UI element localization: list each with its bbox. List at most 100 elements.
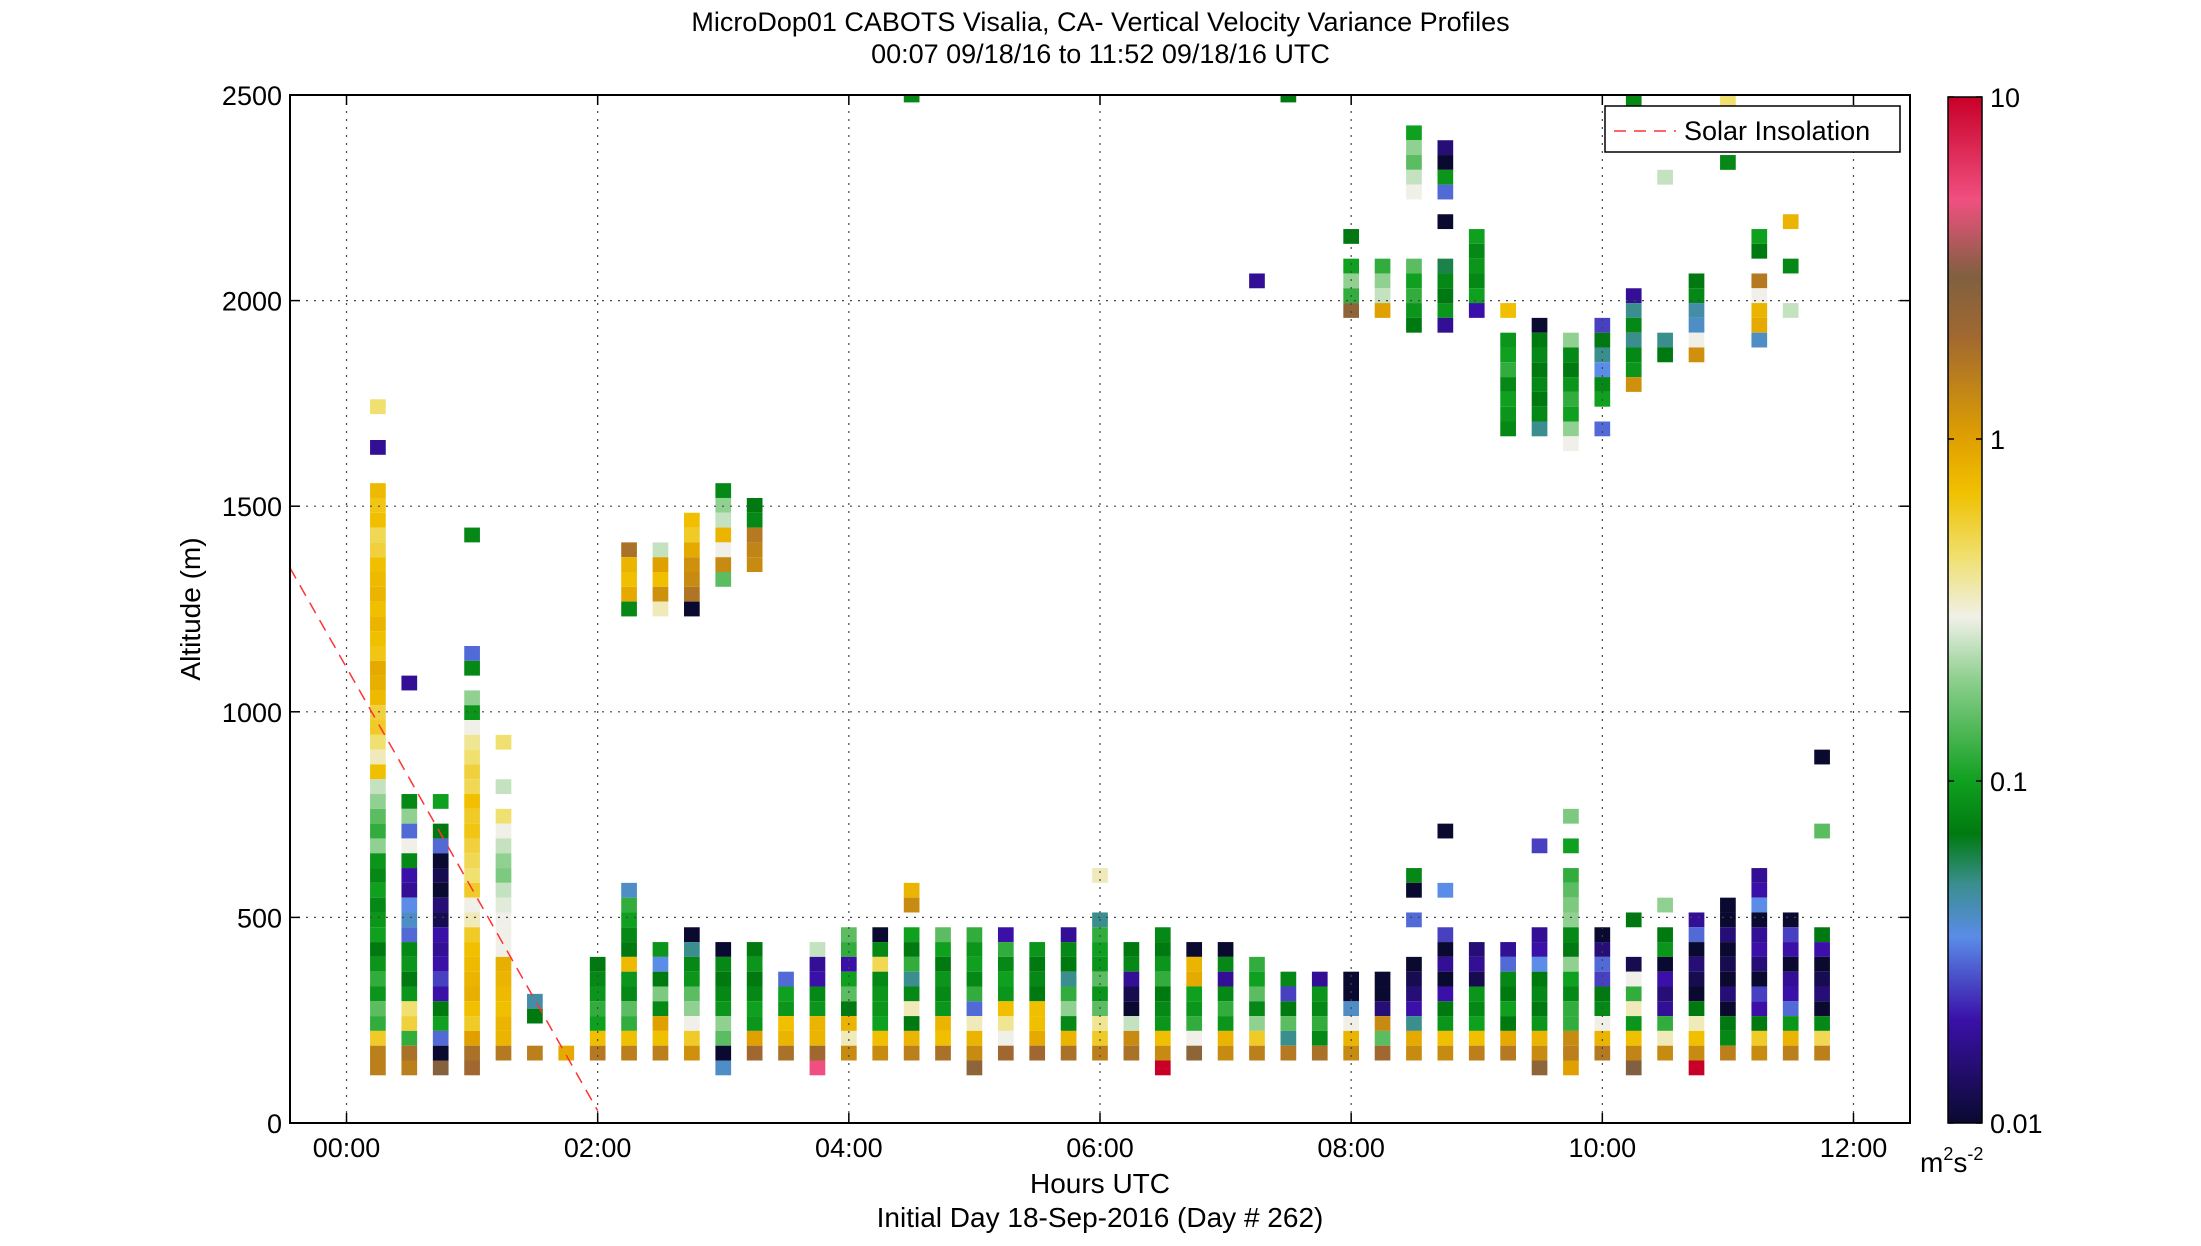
heatmap-cell — [778, 1030, 794, 1046]
heatmap-cell — [370, 631, 386, 647]
heatmap-cell — [1468, 1001, 1485, 1017]
heatmap-cell — [1154, 1016, 1171, 1031]
heatmap-cell — [1500, 1016, 1516, 1031]
heatmap-cell — [1343, 986, 1360, 1002]
heatmap-cell — [1720, 155, 1736, 170]
heatmap-cell — [1594, 347, 1611, 363]
heatmap-cell — [1814, 1030, 1830, 1046]
heatmap-cell — [370, 882, 386, 898]
heatmap-cell — [1406, 140, 1422, 156]
y-tick-label: 2000 — [222, 287, 282, 317]
heatmap-cell — [1406, 273, 1422, 289]
heatmap-cell — [778, 1001, 794, 1017]
heatmap-cell — [401, 1001, 418, 1017]
heatmap-cell — [1437, 942, 1454, 957]
heatmap-cell — [1594, 1045, 1611, 1061]
heatmap-cell — [401, 794, 418, 809]
x-tick-label: 06:00 — [1066, 1133, 1134, 1163]
heatmap-cell — [997, 927, 1014, 943]
heatmap-cell — [621, 882, 637, 898]
heatmap-cell — [495, 734, 512, 750]
heatmap-cell — [401, 927, 418, 943]
x-tick-label: 12:00 — [1820, 1133, 1888, 1163]
heatmap-cell — [1688, 1001, 1705, 1017]
heatmap-cell — [840, 986, 857, 1002]
heatmap-cell — [495, 912, 512, 928]
heatmap-cell — [1814, 986, 1830, 1002]
heatmap-cell — [1500, 986, 1516, 1002]
heatmap-cell — [1154, 1030, 1171, 1046]
heatmap-cell — [1123, 971, 1140, 987]
heatmap-cell — [1594, 971, 1611, 987]
heatmap-cell — [1751, 986, 1768, 1002]
heatmap-cell — [401, 986, 418, 1002]
heatmap-cell — [715, 1060, 732, 1076]
heatmap-cell — [370, 616, 386, 632]
heatmap-cell — [464, 720, 480, 735]
heatmap-cell — [1060, 971, 1077, 987]
heatmap-cell — [1720, 986, 1736, 1002]
heatmap-cell — [1217, 1030, 1234, 1046]
heatmap-cell — [464, 927, 480, 943]
heatmap-cell — [370, 1060, 386, 1076]
heatmap-cell — [903, 897, 920, 913]
heatmap-cell — [1249, 273, 1265, 289]
heatmap-cell — [432, 971, 449, 987]
heatmap-cell — [1343, 258, 1360, 274]
heatmap-cell — [1280, 1001, 1297, 1017]
heatmap-cell — [1092, 971, 1108, 987]
heatmap-cell — [1720, 971, 1736, 987]
heatmap-cell — [746, 1016, 763, 1031]
heatmap-cell — [1594, 956, 1611, 972]
heatmap-cell — [778, 1045, 794, 1061]
heatmap-cell — [715, 1045, 732, 1061]
heatmap-cell — [1500, 377, 1516, 392]
heatmap-cell — [401, 1060, 418, 1076]
heatmap-cell — [464, 705, 480, 721]
heatmap-cell — [1782, 1030, 1799, 1046]
heatmap-cell — [401, 1030, 418, 1046]
heatmap-cell — [1563, 406, 1579, 422]
heatmap-cell — [1437, 1016, 1454, 1031]
heatmap-cell — [1563, 808, 1579, 824]
heatmap-cell — [495, 868, 512, 883]
heatmap-cell — [1029, 1001, 1046, 1017]
heatmap-cell — [1437, 303, 1454, 318]
heatmap-cell — [1563, 927, 1579, 943]
heatmap-cell — [589, 1030, 606, 1046]
heatmap-cell — [464, 1001, 480, 1017]
heatmap-cell — [1751, 868, 1768, 883]
heatmap-cell — [370, 1016, 386, 1031]
heatmap-cell — [1092, 942, 1108, 957]
heatmap-cell — [1688, 273, 1705, 289]
heatmap-cell — [1186, 1045, 1203, 1061]
heatmap-cell — [589, 956, 606, 972]
heatmap-cell — [1531, 332, 1548, 348]
heatmap-cell — [652, 571, 669, 587]
heatmap-cell — [1625, 1001, 1642, 1017]
y-axis-ticks: 0 500 1000 1500 2000 2500 — [222, 81, 1910, 1139]
heatmap-cell — [370, 794, 386, 809]
heatmap-cell — [1154, 927, 1171, 943]
heatmap-cell — [1406, 1016, 1422, 1031]
heatmap-cell — [1814, 971, 1830, 987]
heatmap-cell — [621, 601, 637, 617]
heatmap-cell — [370, 734, 386, 750]
heatmap-cell — [1249, 1045, 1265, 1061]
heatmap-cell — [621, 571, 637, 587]
heatmap-cell — [1500, 391, 1516, 407]
heatmap-cell — [1594, 317, 1611, 333]
heatmap-cell — [1720, 927, 1736, 943]
heatmap-cell — [1594, 421, 1611, 437]
heatmap-cell — [370, 912, 386, 928]
heatmap-cell — [715, 1001, 732, 1017]
heatmap-cell — [370, 823, 386, 839]
heatmap-cell — [1311, 1030, 1328, 1046]
colorbar — [1947, 96, 1983, 1124]
heatmap-cell — [1092, 956, 1108, 972]
heatmap-cell — [1500, 332, 1516, 348]
heatmap-cell — [464, 794, 480, 809]
heatmap-cell — [652, 542, 669, 558]
heatmap-cell — [652, 557, 669, 572]
heatmap-cell — [1688, 927, 1705, 943]
